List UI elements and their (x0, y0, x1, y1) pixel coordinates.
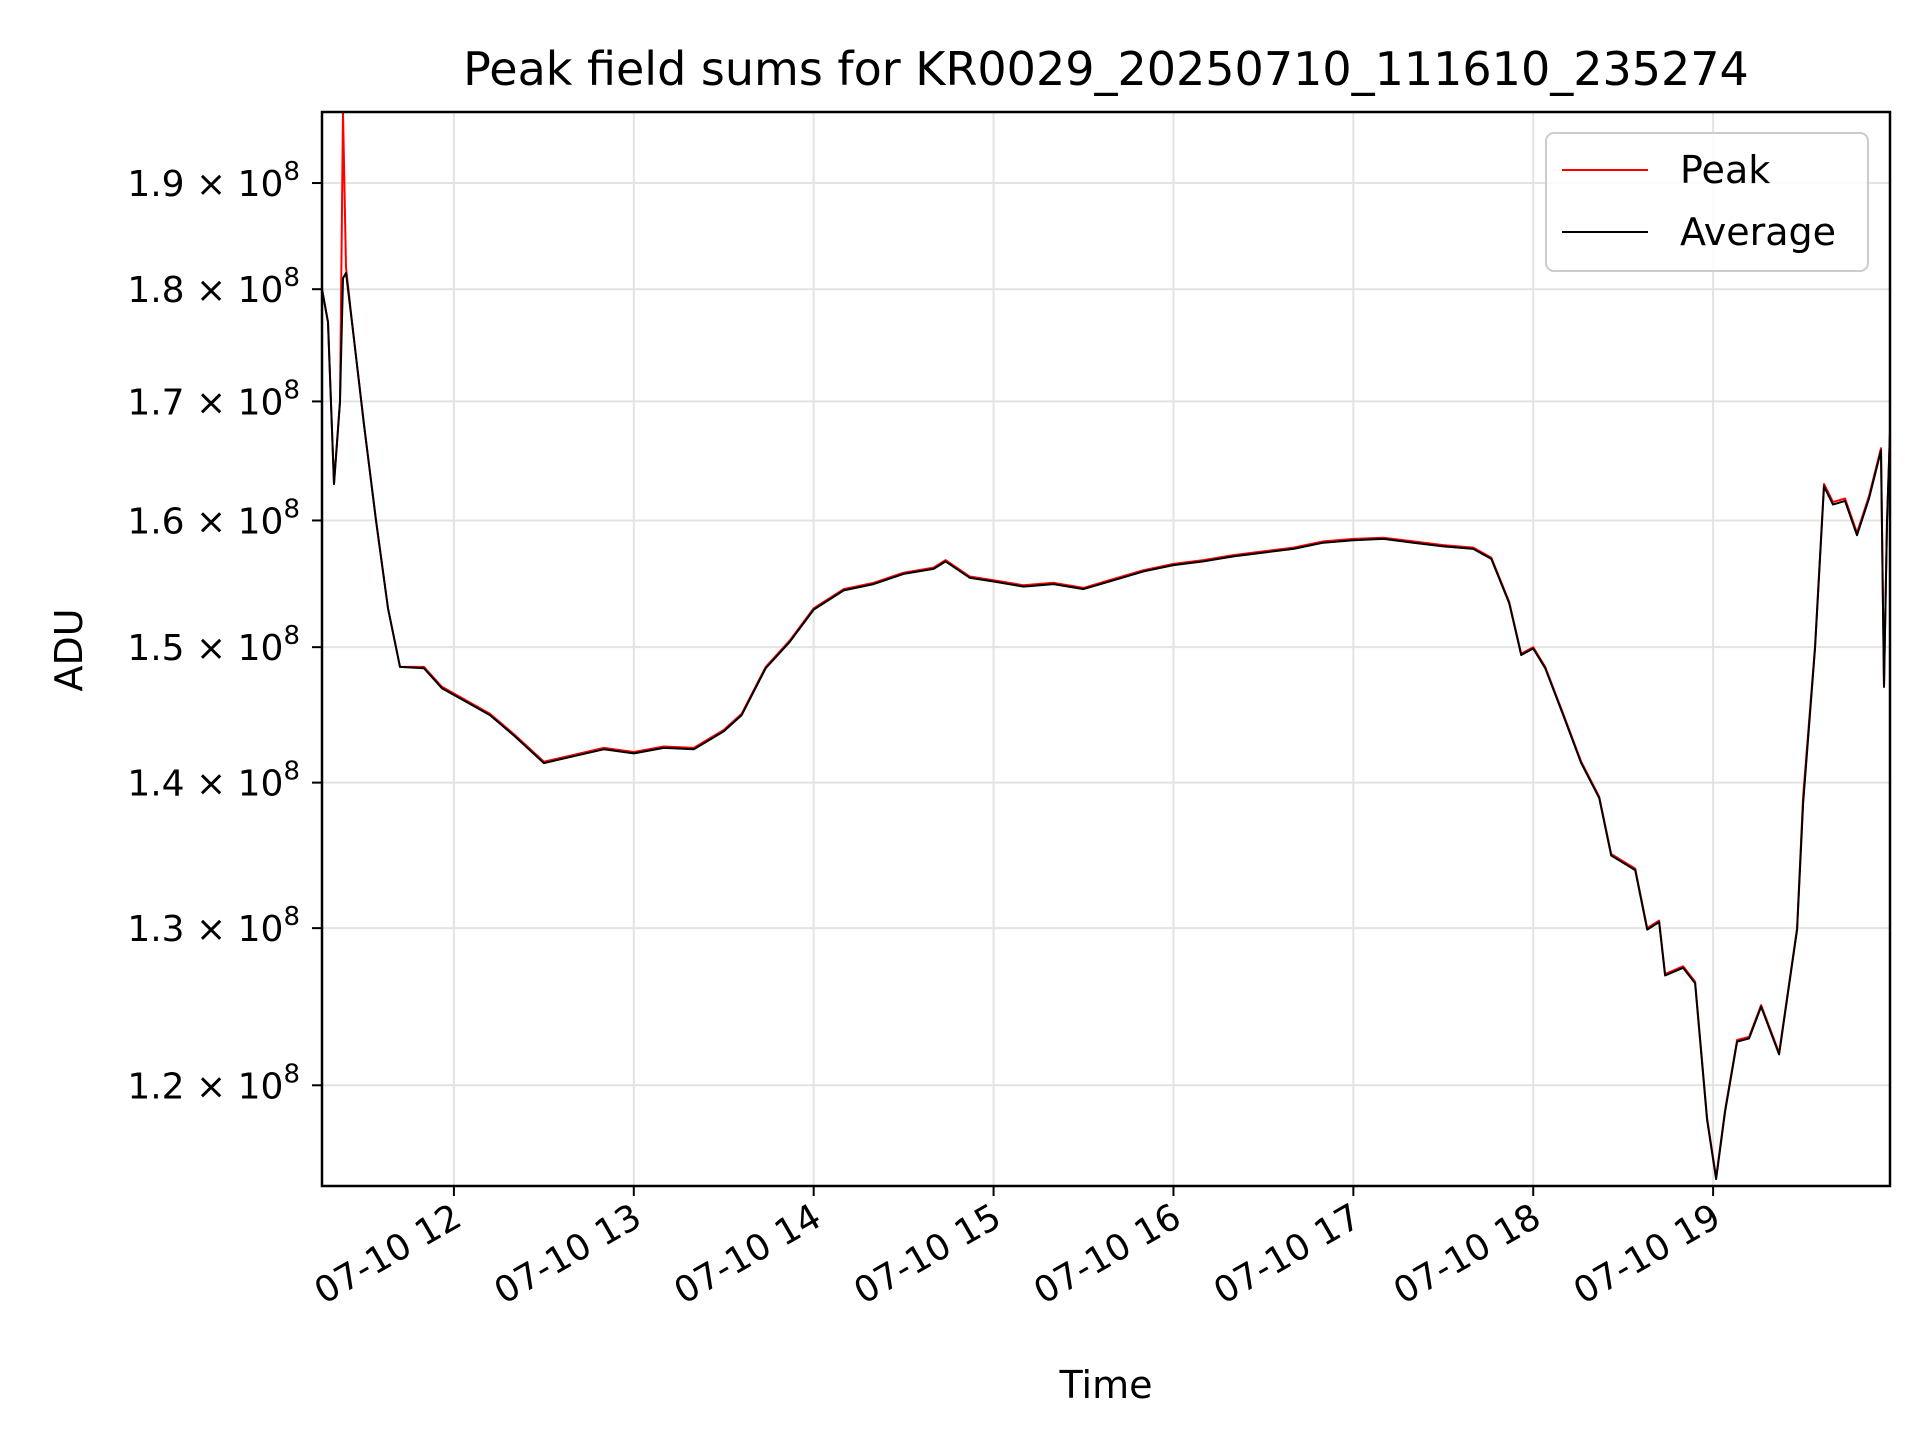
y-tick-label: 1.7 × 108 (127, 375, 300, 423)
x-tick-label: 07-10 16 (1027, 1196, 1188, 1312)
y-axis-label: ADU (47, 608, 91, 691)
legend-box (1545, 132, 1869, 272)
y-axis-ticks: 1.2 × 108 1.3 × 108 1.4 × 108 1.5 × 108 1.6 … (127, 157, 322, 1107)
series-line-average (322, 271, 1890, 1181)
legend-label-average: Average (1680, 210, 1836, 254)
x-tick-label: 07-10 12 (308, 1196, 469, 1312)
y-tick-label: 1.6 × 108 (127, 494, 300, 542)
x-tick-label: 07-10 15 (847, 1196, 1008, 1312)
x-tick-label: 07-10 19 (1567, 1196, 1728, 1312)
x-axis-ticks: 07-10 12 07-10 13 07-10 14 07-10 15 07-10 16… (308, 1186, 1728, 1313)
legend-label-peak: Peak (1680, 148, 1770, 192)
x-axis-label: Time (1059, 1363, 1153, 1407)
y-tick-label: 1.3 × 108 (127, 902, 300, 950)
x-tick-label: 07-10 14 (668, 1196, 829, 1312)
x-tick-label: 07-10 18 (1387, 1196, 1548, 1312)
chart-title: Peak field sums for KR0029_20250710_1116… (463, 42, 1749, 96)
series-layer (322, 112, 1890, 1181)
x-tick-label: 07-10 13 (488, 1196, 649, 1312)
plot-frame (320, 110, 1892, 1188)
y-tick-label: 1.8 × 108 (127, 263, 300, 311)
grid (322, 112, 1890, 1186)
y-tick-label: 1.5 × 108 (127, 621, 300, 669)
y-tick-label: 1.2 × 108 (127, 1059, 300, 1107)
y-tick-label: 1.9 × 108 (127, 157, 300, 205)
legend: Peak Average (1545, 132, 1869, 272)
x-tick-label: 07-10 17 (1207, 1196, 1368, 1312)
y-tick-label: 1.4 × 108 (127, 757, 300, 805)
